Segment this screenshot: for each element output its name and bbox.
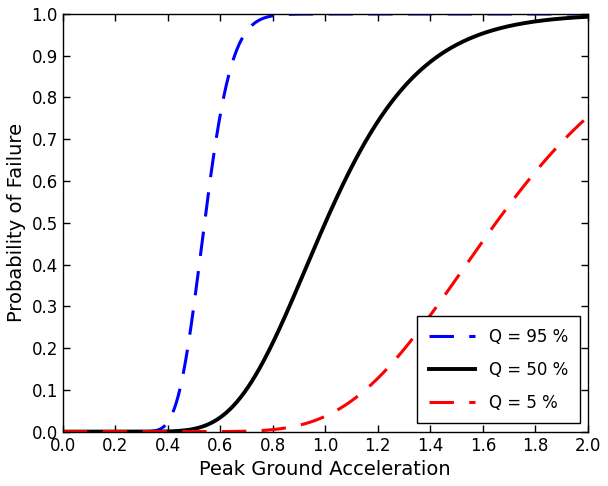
Q = 95 % [300, 11, 308, 17]
Q = 50 % [472, 33, 480, 39]
Q = 50 % [300, 269, 308, 275]
X-axis label: Peak Ground Acceleration: Peak Ground Acceleration [199, 460, 451, 479]
Q = 95 % [86, 429, 94, 434]
Q = 50 % [60, 429, 67, 434]
Q = 95 % [472, 11, 480, 17]
Line: Q = 5 %: Q = 5 % [63, 117, 588, 432]
Q = 95 % [569, 11, 576, 17]
Legend: Q = 95 %, Q = 50 %, Q = 5 %: Q = 95 %, Q = 50 %, Q = 5 % [417, 316, 579, 423]
Q = 5 % [568, 128, 576, 134]
Q = 95 % [551, 11, 558, 17]
Q = 50 % [314, 236, 322, 242]
Q = 5 % [300, 421, 308, 427]
Q = 5 % [60, 429, 67, 434]
Q = 50 % [569, 15, 576, 20]
Q = 5 % [584, 114, 592, 120]
Line: Q = 50 %: Q = 50 % [63, 17, 588, 432]
Q = 5 % [472, 247, 480, 253]
Q = 50 % [584, 14, 592, 19]
Q = 95 % [60, 429, 67, 434]
Q = 50 % [86, 429, 94, 434]
Q = 50 % [568, 15, 576, 20]
Y-axis label: Probability of Failure: Probability of Failure [7, 123, 26, 322]
Q = 5 % [86, 429, 94, 434]
Q = 5 % [569, 128, 576, 134]
Q = 95 % [569, 11, 576, 17]
Q = 95 % [584, 11, 592, 17]
Q = 95 % [314, 11, 322, 17]
Q = 5 % [314, 417, 322, 422]
Line: Q = 95 %: Q = 95 % [63, 14, 588, 432]
